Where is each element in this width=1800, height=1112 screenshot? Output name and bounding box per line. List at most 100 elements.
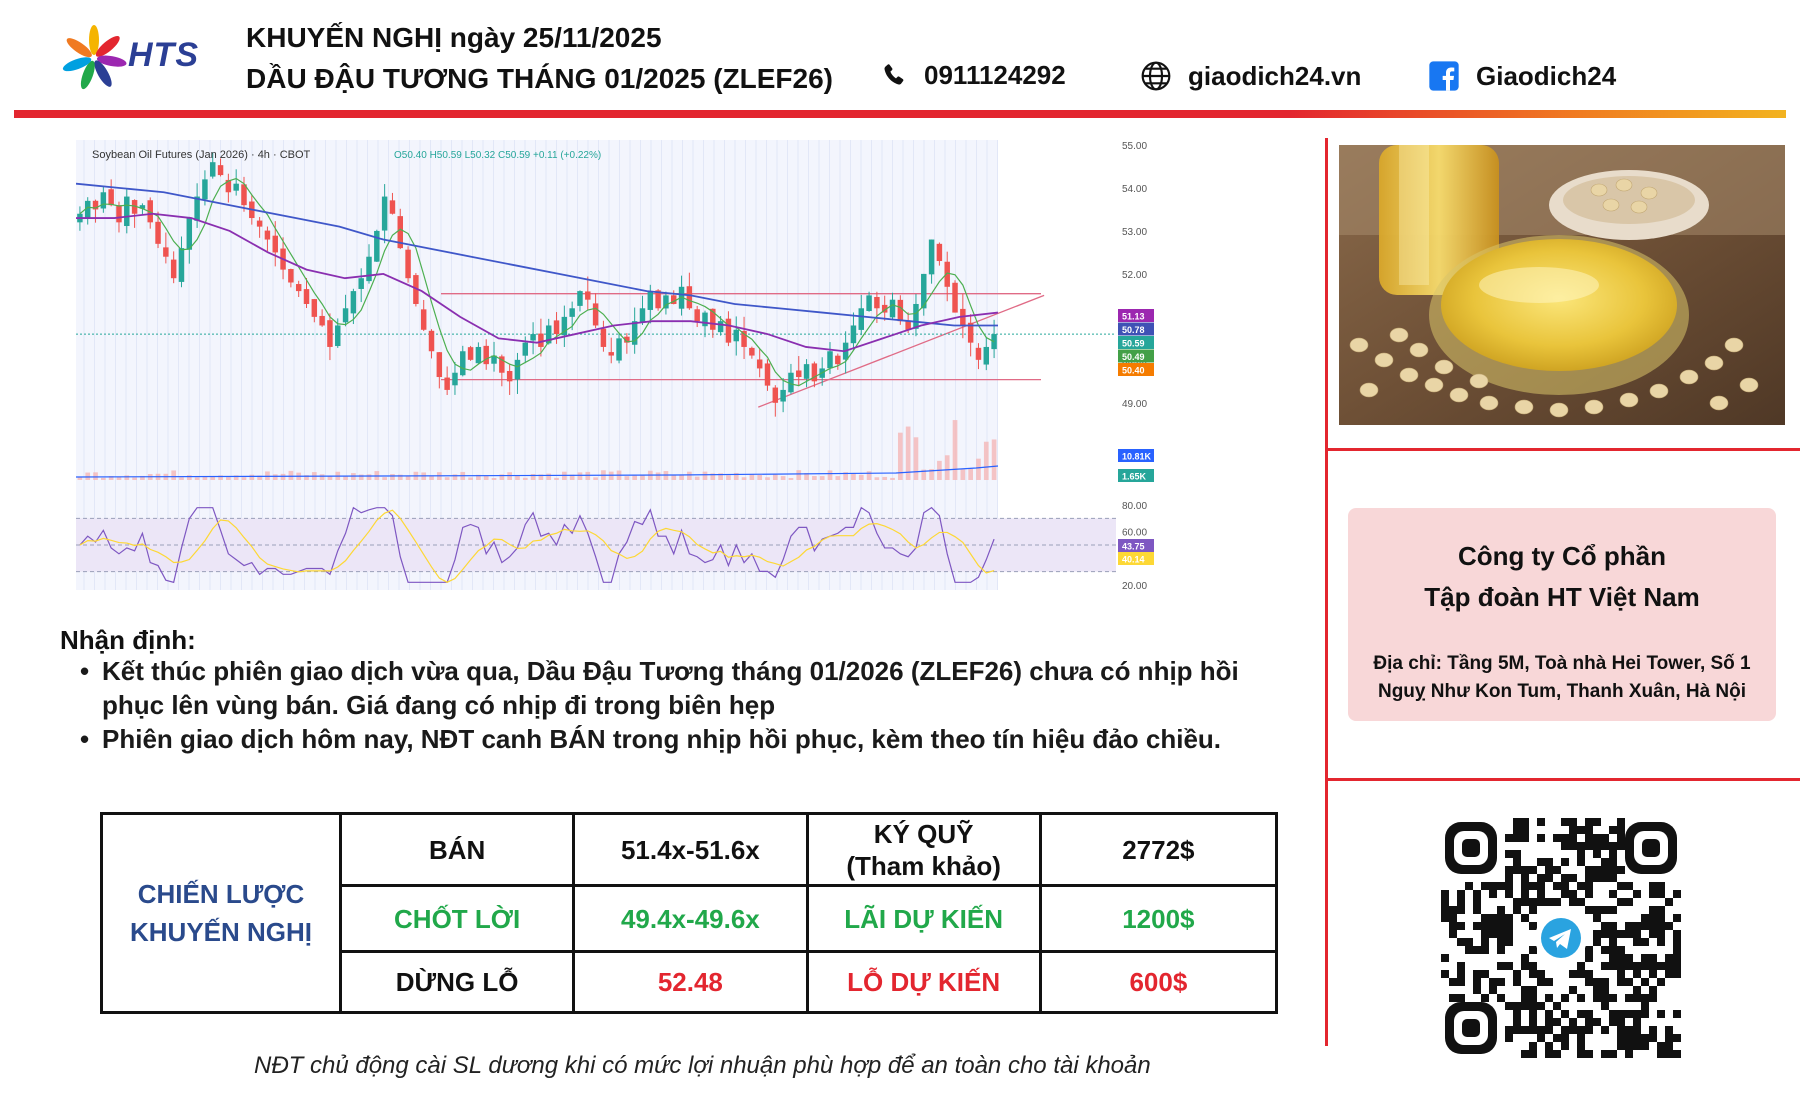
qr-module — [1529, 970, 1537, 978]
qr-module — [1513, 858, 1521, 866]
qr-module — [1593, 914, 1601, 922]
contact-phone[interactable]: 0911124292 — [880, 60, 1066, 91]
qr-module — [1521, 826, 1529, 834]
qr-module — [1673, 938, 1681, 946]
qr-module — [1633, 986, 1641, 994]
y-tick-label: 52.00 — [1122, 270, 1147, 281]
qr-module — [1625, 1026, 1633, 1034]
contact-facebook[interactable]: Giaodich24 — [1428, 60, 1616, 92]
volume-bar — [218, 475, 223, 480]
qr-module — [1473, 922, 1481, 930]
volume-bar — [343, 475, 348, 480]
volume-bar — [241, 477, 247, 480]
qr-module — [1625, 1050, 1633, 1058]
qr-module — [1601, 906, 1609, 914]
qr-code[interactable] — [1441, 818, 1681, 1058]
qr-module — [1489, 986, 1497, 994]
expected-loss-label: LỖ DỰ KIẾN — [809, 953, 1042, 1011]
candle-body — [561, 316, 568, 336]
candle-body — [577, 291, 583, 306]
qr-module — [1649, 914, 1657, 922]
oscillator-badge: 43.75 — [1122, 542, 1145, 552]
qr-module — [1569, 818, 1577, 826]
qr-module — [1657, 930, 1665, 938]
qr-module — [1465, 882, 1473, 890]
volume-bar — [194, 477, 200, 480]
qr-module — [1577, 858, 1585, 866]
volume-bar — [476, 474, 481, 480]
qr-module — [1513, 834, 1521, 842]
price-badge-bg — [1118, 336, 1154, 349]
qr-module — [1665, 1034, 1673, 1042]
volume-bar — [546, 473, 552, 480]
company-address: Địa chỉ: Tầng 5M, Toà nhà Hei Tower, Số … — [1373, 653, 1751, 702]
analysis-bullet: Phiên giao dịch hôm nay, NĐT canh BÁN tr… — [80, 722, 1290, 756]
analysis-list: Kết thúc phiên giao dịch vừa qua, Dầu Đậ… — [80, 654, 1290, 756]
qr-finder-top-right — [1625, 822, 1677, 874]
volume-bar — [921, 469, 927, 480]
qr-module — [1641, 1002, 1649, 1010]
qr-module — [1657, 1010, 1665, 1018]
qr-module — [1529, 882, 1537, 890]
qr-module — [1585, 1010, 1593, 1018]
strategy-label-line1: CHIẾN LƯỢC — [137, 879, 305, 909]
qr-module — [1649, 930, 1657, 938]
qr-module — [1633, 994, 1641, 1002]
volume-bar — [382, 477, 387, 480]
qr-module — [1625, 882, 1633, 890]
qr-module — [1513, 970, 1521, 978]
qr-module — [1529, 946, 1537, 954]
qr-module — [1473, 906, 1481, 914]
qr-module — [1601, 922, 1609, 930]
qr-module — [1521, 866, 1529, 874]
qr-module — [1657, 1050, 1665, 1058]
volume-badge-bg — [1118, 449, 1154, 462]
qr-module — [1545, 994, 1553, 1002]
qr-module — [1641, 994, 1649, 1002]
candle-body — [553, 320, 560, 335]
volume-bar — [101, 477, 106, 480]
qr-module — [1593, 874, 1601, 882]
candle-body — [663, 295, 669, 309]
qr-module — [1529, 1010, 1537, 1018]
volume-badge: 1.65K — [1122, 472, 1147, 482]
qr-module — [1673, 970, 1681, 978]
qr-module — [1609, 906, 1617, 914]
volume-bar — [655, 472, 661, 480]
candle-body — [702, 312, 708, 327]
volume-bar — [960, 469, 966, 480]
qr-module — [1569, 842, 1577, 850]
qr-module — [1601, 994, 1609, 1002]
qr-module — [1553, 898, 1561, 906]
chart-title: Soybean Oil Futures (Jan 2026) · 4h · CB… — [92, 149, 311, 161]
volume-bar — [280, 473, 286, 480]
qr-module — [1617, 1026, 1625, 1034]
expected-profit-value: 1200$ — [1041, 887, 1275, 953]
contact-website[interactable]: giaodich24.vn — [1140, 60, 1361, 92]
qr-module — [1505, 1034, 1513, 1042]
qr-module — [1633, 1034, 1641, 1042]
volume-bar — [671, 474, 677, 480]
qr-module — [1569, 1026, 1577, 1034]
trend-line — [758, 294, 1045, 408]
qr-module — [1505, 882, 1513, 890]
qr-module — [1521, 914, 1529, 922]
qr-module — [1657, 938, 1665, 946]
qr-module — [1561, 858, 1569, 866]
qr-module — [1577, 1034, 1585, 1042]
qr-module — [1617, 954, 1625, 962]
qr-module — [1641, 962, 1649, 970]
qr-module — [1625, 954, 1633, 962]
qr-module — [1497, 930, 1505, 938]
volume-bar — [429, 476, 434, 480]
qr-module — [1625, 978, 1633, 986]
qr-module — [1473, 986, 1481, 994]
qr-module — [1465, 946, 1473, 954]
qr-module — [1497, 994, 1505, 1002]
qr-module — [1449, 906, 1457, 914]
qr-module — [1529, 1002, 1537, 1010]
qr-module — [1497, 938, 1505, 946]
candle-body — [772, 387, 779, 403]
qr-module — [1609, 866, 1617, 874]
volume-bar — [679, 474, 684, 480]
